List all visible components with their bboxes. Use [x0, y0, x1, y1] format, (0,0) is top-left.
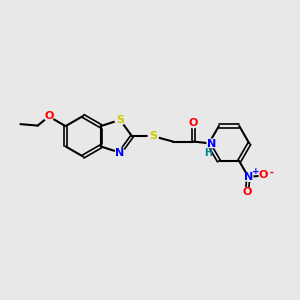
Text: N: N — [244, 172, 253, 182]
Circle shape — [244, 172, 253, 182]
Circle shape — [207, 139, 216, 148]
Circle shape — [189, 119, 198, 128]
Text: N: N — [116, 148, 125, 158]
Text: O: O — [44, 112, 53, 122]
Text: O: O — [188, 118, 198, 128]
Circle shape — [259, 171, 268, 180]
Text: -: - — [270, 167, 274, 178]
Circle shape — [44, 112, 53, 121]
Circle shape — [115, 115, 125, 125]
Circle shape — [115, 148, 125, 158]
Text: +: + — [252, 167, 260, 176]
Circle shape — [242, 188, 251, 197]
Circle shape — [148, 131, 158, 141]
Text: H: H — [204, 148, 212, 158]
Text: S: S — [149, 131, 157, 141]
Text: N: N — [207, 139, 216, 148]
Text: S: S — [116, 115, 124, 125]
Text: O: O — [259, 170, 268, 181]
Text: O: O — [242, 187, 252, 197]
